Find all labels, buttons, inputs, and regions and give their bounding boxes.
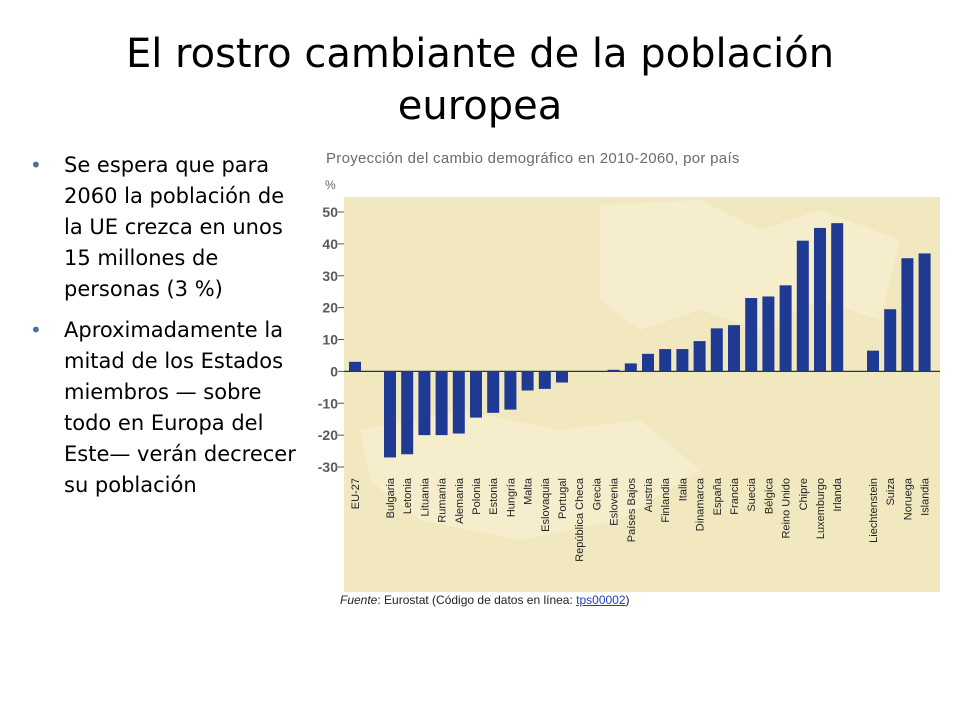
x-tick-label: Letonia xyxy=(402,477,414,514)
bar xyxy=(728,325,740,372)
x-tick-label: Alemania xyxy=(454,477,466,524)
y-tick-label: 40 xyxy=(322,236,338,252)
x-tick-label: Grecia xyxy=(591,477,603,510)
bar xyxy=(884,309,897,372)
bullet-item: • Aproximadamente la mitad de los Estado… xyxy=(28,315,298,501)
x-tick-label: Eslovaquia xyxy=(540,477,552,532)
bar xyxy=(556,371,568,383)
bullet-list: • Se espera que para 2060 la población d… xyxy=(28,150,298,511)
bar xyxy=(487,371,500,413)
y-tick-label: 0 xyxy=(330,363,338,379)
x-tick-label: Países Bajos xyxy=(626,478,638,543)
x-tick-label: Irlanda xyxy=(832,477,844,512)
x-tick-label: Austria xyxy=(643,477,655,512)
chart-title: Proyección del cambio demográfico en 201… xyxy=(326,150,740,167)
bar xyxy=(867,350,879,372)
bar xyxy=(779,285,792,372)
x-tick-label: Bélgica xyxy=(763,477,775,514)
bar xyxy=(470,371,482,418)
bar xyxy=(452,371,465,434)
y-tick-label: -30 xyxy=(318,459,338,475)
x-tick-label: Lituania xyxy=(419,477,431,516)
bar xyxy=(384,371,396,458)
source-text: : Eurostat (Código de datos en línea: xyxy=(377,593,577,607)
x-tick-label: Dinamarca xyxy=(695,477,707,531)
x-tick-label: Hungría xyxy=(505,477,517,517)
x-tick-label: Suecia xyxy=(746,477,758,512)
source-link[interactable]: tps00002 xyxy=(576,593,626,607)
x-tick-label: Eslovenia xyxy=(609,477,621,526)
bar xyxy=(504,371,517,410)
x-tick-label: Estonia xyxy=(488,477,500,515)
bar xyxy=(814,227,826,372)
bar xyxy=(642,353,654,372)
bar xyxy=(796,240,809,372)
source-suffix: ) xyxy=(625,593,630,607)
bar xyxy=(901,258,914,372)
x-tick-label: Finlandia xyxy=(660,477,672,523)
bullet-dot-icon: • xyxy=(30,318,42,342)
bar xyxy=(435,371,448,436)
x-tick-label: Luxemburgo xyxy=(815,478,827,539)
x-tick-label: Portugal xyxy=(557,478,569,519)
bar xyxy=(624,363,637,372)
x-tick-label: Polonia xyxy=(471,477,483,515)
y-tick-label: 20 xyxy=(322,300,338,316)
bullet-dot-icon: • xyxy=(30,153,42,177)
bar xyxy=(659,349,672,372)
y-tick-label: -10 xyxy=(318,395,338,411)
y-tick-label: 10 xyxy=(322,332,338,348)
bar xyxy=(918,253,931,372)
x-tick-label: Suiza xyxy=(885,477,897,505)
chart-source: Fuente: Eurostat (Código de datos en lín… xyxy=(340,593,630,607)
bullet-text: Se espera que para 2060 la población de … xyxy=(64,153,285,301)
x-tick-label: EU-27 xyxy=(350,478,362,509)
x-tick-label: Liechtenstein xyxy=(868,478,880,543)
bar xyxy=(831,223,844,372)
y-tick-label: -20 xyxy=(318,427,338,443)
bar xyxy=(710,328,723,372)
bar xyxy=(401,371,414,455)
x-tick-label: Reino Unido xyxy=(781,478,793,539)
bar xyxy=(676,349,689,372)
x-tick-label: España xyxy=(712,477,724,515)
bullet-text: Aproximadamente la mitad de los Estados … xyxy=(64,318,296,497)
x-tick-label: Italia xyxy=(677,477,689,501)
bar xyxy=(607,369,620,372)
map-landmass xyxy=(360,410,700,540)
x-tick-label: República Checa xyxy=(574,477,586,562)
bar xyxy=(349,361,361,372)
bullet-item: • Se espera que para 2060 la población d… xyxy=(28,150,298,305)
x-tick-label: Francia xyxy=(729,477,741,515)
bar xyxy=(418,371,431,436)
x-tick-label: Chipre xyxy=(798,478,810,510)
x-tick-label: Malta xyxy=(523,477,535,505)
x-tick-label: Noruega xyxy=(902,477,914,520)
y-axis-unit: % xyxy=(325,178,336,192)
slide-title: El rostro cambiante de la población euro… xyxy=(125,31,835,129)
source-prefix: Fuente xyxy=(340,593,378,607)
x-tick-label: Islandia xyxy=(920,477,932,516)
bar xyxy=(693,341,706,372)
bar xyxy=(745,298,758,372)
bar xyxy=(762,296,775,372)
x-tick-label: Bulgaria xyxy=(385,477,397,518)
bar xyxy=(538,371,551,389)
y-tick-label: 30 xyxy=(322,268,338,284)
y-tick-label: 50 xyxy=(322,204,338,220)
bar xyxy=(521,371,534,391)
x-tick-label: Rumanía xyxy=(437,477,449,523)
